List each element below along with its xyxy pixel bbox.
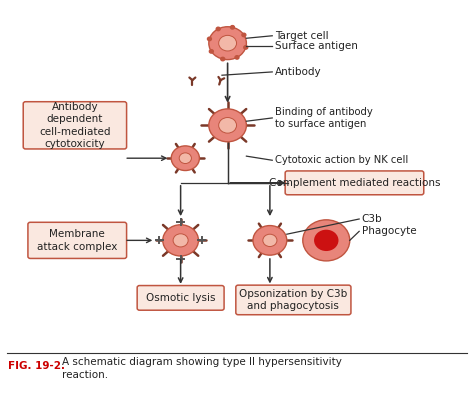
- Text: Opsonization by C3b
and phagocytosis: Opsonization by C3b and phagocytosis: [239, 289, 347, 311]
- FancyBboxPatch shape: [23, 102, 127, 149]
- Text: Complement mediated reactions: Complement mediated reactions: [269, 178, 440, 188]
- Text: Membrane
attack complex: Membrane attack complex: [37, 229, 118, 251]
- Text: Binding of antibody
to surface antigen: Binding of antibody to surface antigen: [274, 107, 373, 129]
- Circle shape: [244, 46, 248, 49]
- Circle shape: [314, 229, 338, 251]
- Circle shape: [163, 225, 199, 256]
- Text: Surface antigen: Surface antigen: [274, 42, 357, 51]
- Circle shape: [179, 153, 191, 164]
- Circle shape: [210, 50, 213, 53]
- FancyBboxPatch shape: [285, 171, 424, 195]
- FancyBboxPatch shape: [137, 286, 224, 310]
- Text: Phagocyte: Phagocyte: [362, 226, 416, 236]
- Circle shape: [242, 33, 246, 37]
- Text: Antibody: Antibody: [274, 67, 321, 77]
- Circle shape: [209, 109, 246, 142]
- Text: C3b: C3b: [362, 214, 382, 224]
- Circle shape: [208, 37, 211, 41]
- Circle shape: [253, 226, 287, 255]
- Circle shape: [263, 234, 277, 247]
- Circle shape: [171, 146, 200, 171]
- Text: A schematic diagram showing type II hypersensitivity
reaction.: A schematic diagram showing type II hype…: [62, 357, 342, 380]
- Text: Cytotoxic action by NK cell: Cytotoxic action by NK cell: [274, 155, 408, 165]
- Circle shape: [235, 56, 239, 59]
- Circle shape: [209, 27, 246, 60]
- FancyBboxPatch shape: [236, 285, 351, 315]
- Text: Target cell: Target cell: [274, 31, 328, 41]
- Circle shape: [219, 35, 237, 51]
- Circle shape: [230, 26, 235, 29]
- Text: Osmotic lysis: Osmotic lysis: [146, 293, 215, 303]
- Circle shape: [303, 220, 350, 261]
- Text: Antibody
dependent
cell-mediated
cytotoxicity: Antibody dependent cell-mediated cytotox…: [39, 102, 110, 149]
- FancyBboxPatch shape: [28, 222, 127, 259]
- Circle shape: [221, 57, 225, 61]
- Text: FIG. 19-2.: FIG. 19-2.: [8, 361, 65, 371]
- Circle shape: [173, 234, 188, 247]
- Circle shape: [219, 117, 237, 133]
- Circle shape: [216, 27, 220, 31]
